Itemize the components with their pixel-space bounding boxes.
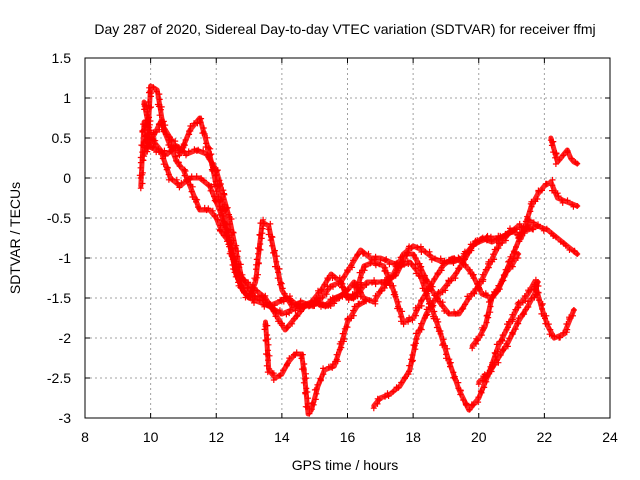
chart-title: Day 287 of 2020, Sidereal Day-to-day VTE… xyxy=(94,21,595,37)
chart-tick-labels: 8 10 12 14 16 18 20 22 24 1.5 1 0.5 0 -0.5 -1 -1.5 -2 -2.… xyxy=(47,50,618,445)
y-tick-label: -2.5 xyxy=(47,370,71,386)
y-axis-label: SDTVAR / TECUs xyxy=(7,182,23,294)
x-tick-label: 22 xyxy=(537,429,553,445)
chart-series-layer xyxy=(136,83,581,417)
y-tick-label: -1.5 xyxy=(47,290,71,306)
y-tick-label: 1.5 xyxy=(52,50,72,66)
series-markers xyxy=(547,137,581,167)
series-markers xyxy=(469,251,522,352)
y-tick-label: 1 xyxy=(63,90,71,106)
x-tick-label: 24 xyxy=(602,429,618,445)
x-tick-label: 18 xyxy=(405,429,421,445)
x-tick-label: 10 xyxy=(143,429,159,445)
x-tick-label: 14 xyxy=(274,429,290,445)
y-tick-label: -1 xyxy=(59,250,72,266)
series-track-6 xyxy=(370,227,518,412)
series-markers xyxy=(370,227,518,412)
series-markers xyxy=(144,143,581,312)
chart-axes-ticks xyxy=(84,57,611,419)
y-tick-label: 0.5 xyxy=(52,130,72,146)
x-tick-label: 8 xyxy=(81,429,89,445)
series-track-5 xyxy=(261,299,367,417)
x-tick-label: 16 xyxy=(340,429,356,445)
x-axis-label: GPS time / hours xyxy=(292,457,399,473)
y-tick-label: -2 xyxy=(59,330,72,346)
x-tick-label: 12 xyxy=(208,429,224,445)
y-tick-label: -0.5 xyxy=(47,210,71,226)
series-markers xyxy=(475,279,542,388)
x-tick-label: 20 xyxy=(471,429,487,445)
series-markers xyxy=(261,299,367,417)
series-track-9 xyxy=(547,135,581,167)
y-tick-label: 0 xyxy=(63,170,71,186)
series-track-7 xyxy=(469,251,522,352)
y-tick-label: -3 xyxy=(59,410,72,426)
series-track-8 xyxy=(475,279,542,388)
